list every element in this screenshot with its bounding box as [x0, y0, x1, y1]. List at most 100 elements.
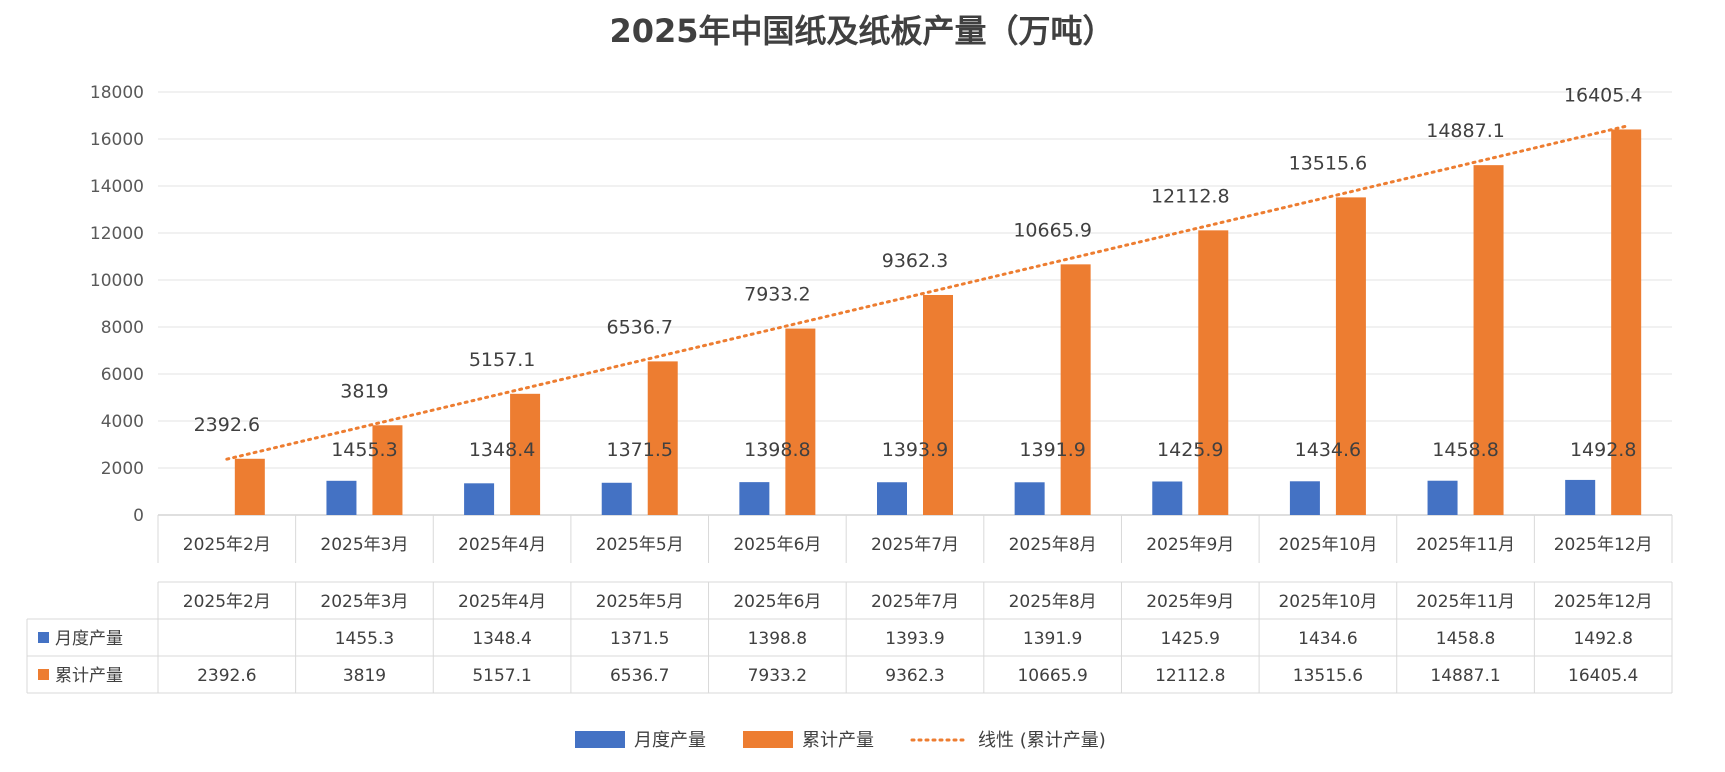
y-tick-label: 18000: [90, 83, 144, 103]
data-label-cumulative: 7933.2: [744, 284, 810, 306]
table-row-header: 累计产量: [55, 666, 123, 686]
data-label-monthly: 1371.5: [606, 439, 672, 461]
bar-monthly: [1565, 479, 1596, 515]
legend-swatch-cumulative: [743, 731, 793, 748]
data-label-cumulative: 3819: [340, 380, 388, 402]
bar-monthly: [1289, 481, 1320, 515]
table-header-cell: 2025年6月: [733, 592, 821, 612]
table-cell: 1455.3: [335, 629, 394, 649]
legend-label-trendline: 线性 (累计产量): [978, 730, 1106, 751]
table-cell: 10665.9: [1017, 666, 1087, 686]
y-tick-label: 12000: [90, 224, 144, 244]
table-header-cell: 2025年8月: [1009, 592, 1097, 612]
y-tick-label: 0: [133, 506, 144, 526]
table-cell: 9362.3: [885, 666, 944, 686]
table-cell: 1398.8: [748, 629, 807, 649]
bar-monthly: [1427, 480, 1458, 515]
x-tick-label: 2025年12月: [1554, 535, 1653, 555]
trendline: [225, 124, 1627, 461]
x-tick-label: 2025年7月: [871, 535, 959, 555]
x-tick-label: 2025年5月: [596, 535, 684, 555]
table-header-cell: 2025年9月: [1146, 592, 1234, 612]
legend-label-monthly: 月度产量: [634, 730, 706, 751]
data-label-cumulative: 6536.7: [606, 316, 672, 338]
x-tick-label: 2025年2月: [183, 535, 271, 555]
bar-cumulative: [923, 294, 953, 515]
bar-cumulative: [372, 425, 403, 515]
bar-cumulative: [1335, 197, 1366, 515]
table-header-cell: 2025年2月: [183, 592, 271, 612]
data-label-monthly: 1425.9: [1157, 439, 1223, 461]
bar-cumulative: [1198, 230, 1229, 516]
bar-cumulative: [510, 393, 541, 515]
x-tick-label: 2025年11月: [1416, 535, 1515, 555]
table-cell: 13515.6: [1293, 666, 1363, 686]
x-tick-label: 2025年10月: [1278, 535, 1377, 555]
data-label-cumulative: 16405.4: [1564, 84, 1643, 106]
legend-label-cumulative: 累计产量: [802, 730, 874, 751]
table-cell: 1425.9: [1161, 629, 1220, 649]
y-tick-label: 16000: [90, 130, 144, 150]
bar-monthly: [326, 480, 357, 515]
table-cell: 1371.5: [610, 629, 669, 649]
table-header-cell: 2025年12月: [1554, 592, 1653, 612]
y-tick-label: 10000: [90, 271, 144, 291]
bar-monthly: [601, 482, 632, 515]
table-series-key: [38, 632, 49, 643]
y-tick-label: 4000: [101, 412, 144, 432]
bar-cumulative: [1611, 129, 1642, 516]
data-label-monthly: 1398.8: [744, 439, 810, 461]
x-tick-label: 2025年6月: [733, 535, 821, 555]
table-cell: 1492.8: [1573, 629, 1632, 649]
table-cell: 5157.1: [472, 666, 531, 686]
y-tick-label: 14000: [90, 177, 144, 197]
table-header-cell: 2025年11月: [1416, 592, 1515, 612]
data-label-cumulative: 13515.6: [1289, 152, 1368, 174]
table-header-cell: 2025年4月: [458, 592, 546, 612]
data-label-monthly: 1393.9: [882, 439, 948, 461]
x-tick-label: 2025年9月: [1146, 535, 1234, 555]
data-table: 2025年2月 2025年3月 2025年4月 2025年5月 2025年6月 2025年…: [26, 581, 1673, 694]
table-cell: 3819: [343, 666, 386, 686]
y-tick-label: 2000: [101, 459, 144, 479]
bar-monthly: [739, 482, 770, 515]
table-header-cell: 2025年10月: [1278, 592, 1377, 612]
bar-monthly: [877, 482, 907, 515]
table-cell: 12112.8: [1155, 666, 1225, 686]
y-tick-label: 8000: [101, 318, 144, 338]
table-header-cell: 2025年7月: [871, 592, 959, 612]
data-label-monthly: 1455.3: [331, 439, 397, 461]
table-cell: 14887.1: [1430, 666, 1500, 686]
data-label-cumulative: 12112.8: [1151, 185, 1230, 207]
bar-cumulative: [234, 458, 265, 515]
table-header-cell: 2025年5月: [596, 592, 684, 612]
bar-monthly: [464, 483, 495, 515]
data-label-monthly: 1348.4: [469, 439, 535, 461]
bar-cumulative: [647, 361, 678, 515]
table-cell: 1348.4: [472, 629, 531, 649]
data-label-cumulative: 2392.6: [194, 414, 260, 436]
bar-cumulative: [1060, 264, 1091, 515]
table-row-header: 月度产量: [55, 629, 123, 649]
bar-cumulative: [1473, 165, 1504, 516]
trendline-layer: [225, 124, 1627, 461]
x-tick-label: 2025年8月: [1009, 535, 1097, 555]
data-label-monthly: 1434.6: [1295, 439, 1361, 461]
table-cell: 2392.6: [197, 666, 256, 686]
table-cell: 1391.9: [1023, 629, 1082, 649]
table-series-key: [38, 669, 49, 680]
data-label-monthly: 1492.8: [1570, 439, 1636, 461]
table-cell: 1434.6: [1298, 629, 1357, 649]
bar-cumulative: [785, 328, 816, 515]
table-cell: 1393.9: [885, 629, 944, 649]
data-label-monthly: 1458.8: [1432, 439, 1498, 461]
legend: 月度产量 累计产量 线性 (累计产量): [575, 730, 1106, 751]
x-tick-label: 2025年4月: [458, 535, 546, 555]
table-cell: 16405.4: [1568, 666, 1638, 686]
grid-layer: [158, 91, 1672, 516]
x-axis: 2025年2月 2025年3月 2025年4月 2025年5月 2025年6月 2025年…: [157, 515, 1673, 563]
data-label-cumulative: 10665.9: [1013, 219, 1092, 241]
y-axis: 0 2000 4000 6000 8000 10000 12000 14000 16000 180…: [90, 83, 144, 526]
